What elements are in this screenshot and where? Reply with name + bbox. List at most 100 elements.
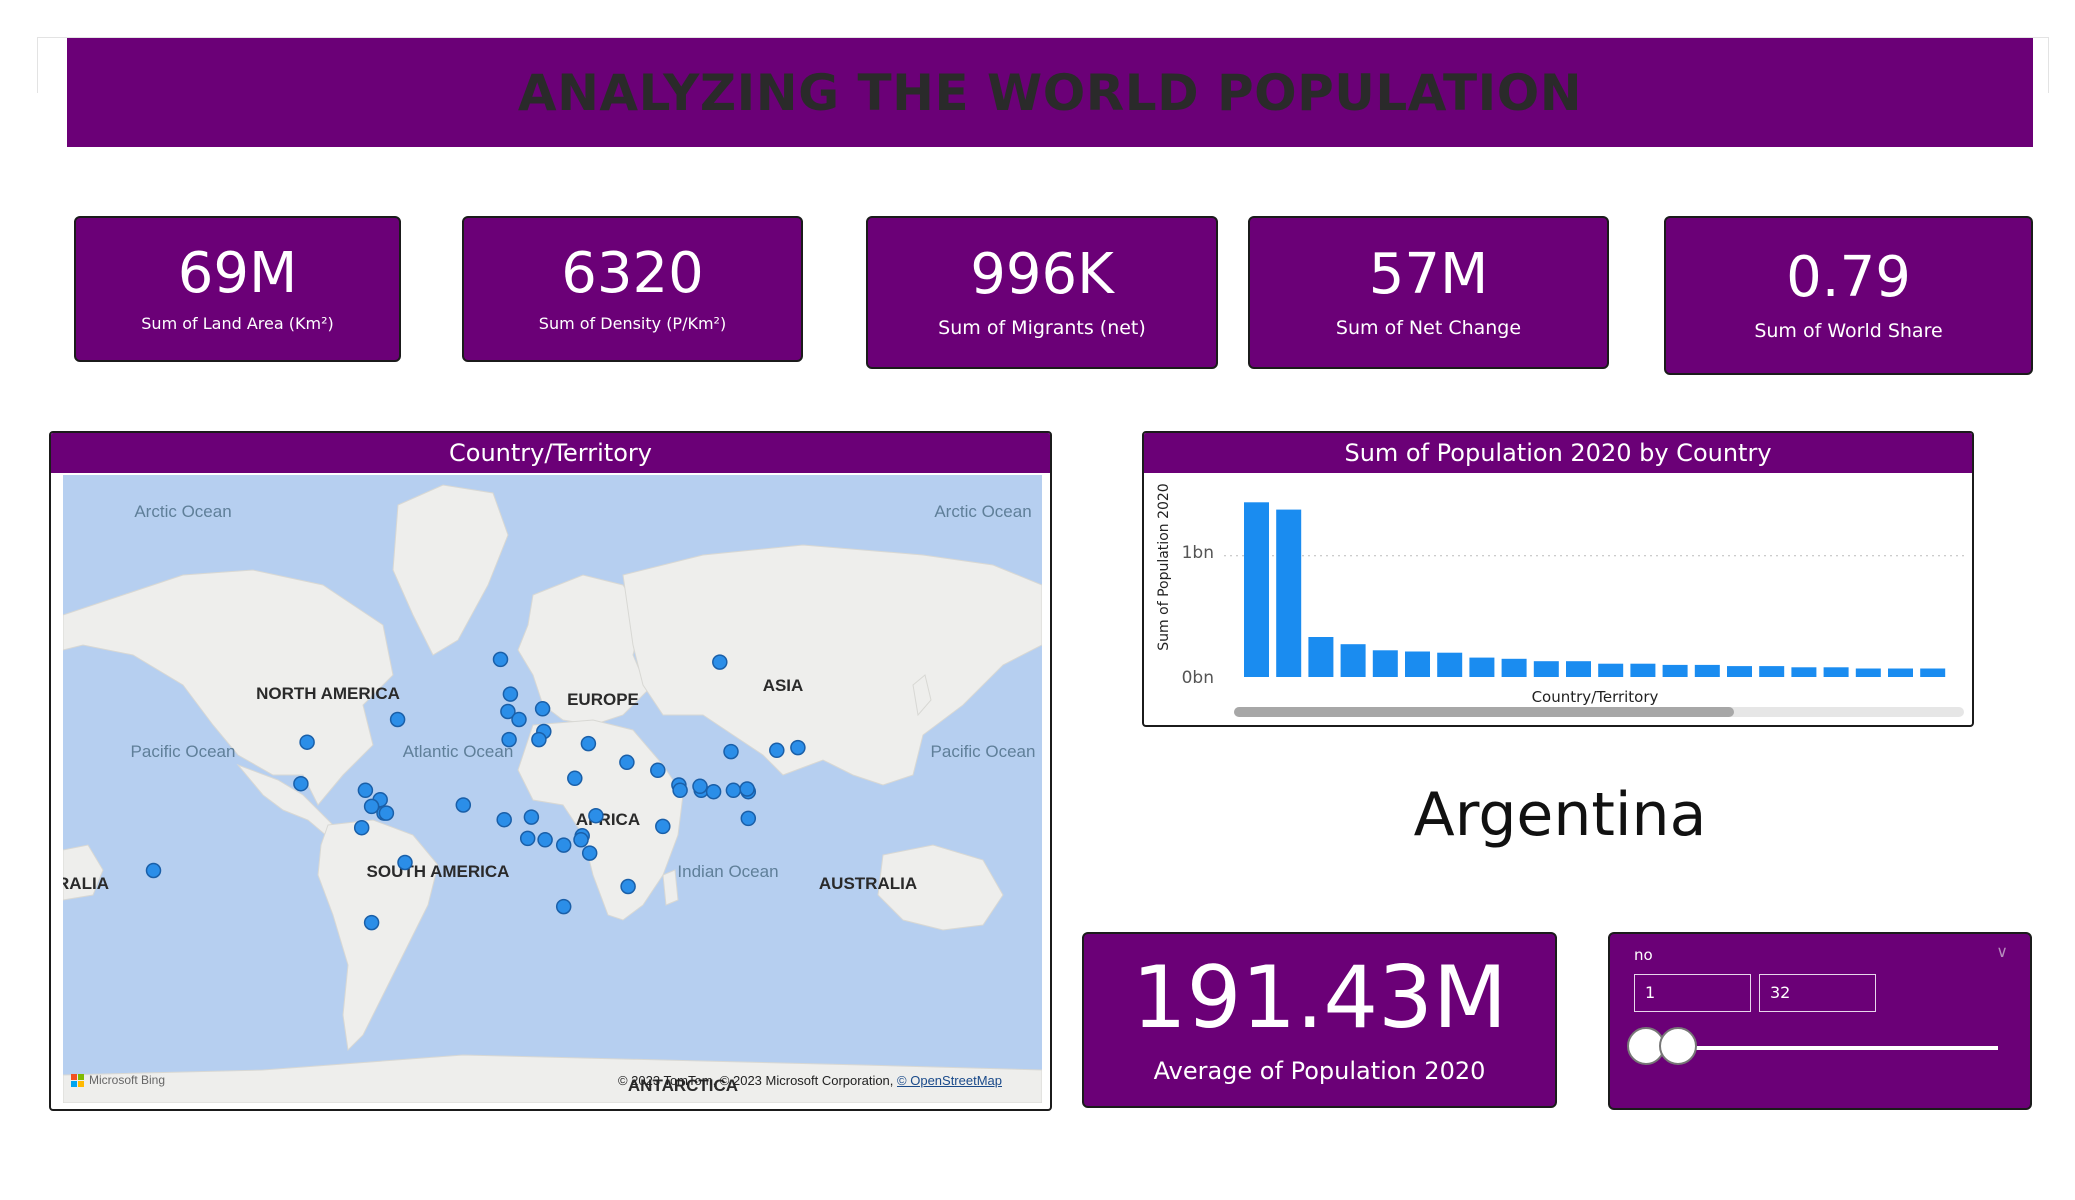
map-bubble[interactable]: [705, 783, 722, 800]
map-bubble[interactable]: [511, 711, 527, 728]
avg-population-card[interactable]: 191.43M Average of Population 2020: [1082, 932, 1557, 1108]
map-bubble[interactable]: [534, 701, 551, 717]
map-bubble[interactable]: [588, 807, 604, 824]
map-bubble[interactable]: [723, 743, 739, 760]
map-bubble[interactable]: [619, 754, 635, 771]
map-bubble[interactable]: [378, 805, 395, 821]
bar-chart-visual[interactable]: Sum of Population 2020 by Country Sum of…: [1142, 431, 1974, 727]
bar[interactable]: [1694, 664, 1720, 677]
bar[interactable]: [1244, 502, 1269, 677]
range-slicer[interactable]: no ∨ 1 32: [1608, 932, 2032, 1110]
kpi-value: 996K: [970, 241, 1114, 307]
bar[interactable]: [1405, 651, 1430, 678]
kpi-label: Sum of Net Change: [1335, 316, 1522, 339]
kpi-label: Sum of Density (P/Km²): [538, 313, 727, 333]
map-bubble[interactable]: [455, 797, 472, 813]
bar[interactable]: [1501, 658, 1527, 677]
bar[interactable]: [1727, 666, 1752, 677]
bing-logo: Microsoft Bing: [71, 1073, 165, 1087]
map-bubble[interactable]: [496, 811, 512, 828]
bar[interactable]: [1920, 668, 1946, 678]
map-bubble[interactable]: [500, 703, 516, 720]
map-bubble[interactable]: [492, 651, 509, 668]
map-bubble[interactable]: [363, 914, 380, 931]
label-pacific-right: Pacific Ocean: [931, 742, 1036, 761]
map-bubble[interactable]: [555, 898, 572, 915]
map-bubble[interactable]: [655, 818, 671, 835]
bar[interactable]: [1888, 668, 1913, 678]
bar-chart-title: Sum of Population 2020 by Country: [1144, 433, 1972, 473]
map-bubble[interactable]: [531, 731, 547, 748]
kpi-card-world-share[interactable]: 0.79 Sum of World Share: [1664, 216, 2033, 375]
map-bubble[interactable]: [293, 775, 309, 792]
map-bubble[interactable]: [567, 770, 583, 787]
slider-track[interactable]: [1646, 1046, 1998, 1050]
bar[interactable]: [1662, 664, 1688, 677]
map-bubble[interactable]: [650, 762, 666, 779]
map-bubble[interactable]: [353, 819, 370, 836]
kpi-card-net-change[interactable]: 57M Sum of Net Change: [1248, 216, 1609, 369]
bar[interactable]: [1372, 650, 1398, 677]
map-bubble[interactable]: [145, 862, 162, 879]
bar[interactable]: [1598, 663, 1624, 677]
map-bubble[interactable]: [692, 778, 708, 795]
land-australia-wrap: [63, 844, 104, 901]
map-bubble[interactable]: [712, 654, 728, 670]
slider-handle-max[interactable]: [1658, 1027, 1697, 1065]
label-australia: AUSTRALIA: [819, 874, 917, 893]
map-bubble[interactable]: [740, 810, 757, 827]
map-bubble[interactable]: [299, 734, 315, 750]
kpi-value: 6320: [561, 240, 704, 306]
x-axis-label: Country/Territory: [1532, 688, 1659, 706]
map-bubble[interactable]: [620, 878, 636, 895]
map-bubble[interactable]: [501, 731, 517, 748]
map-bubble[interactable]: [573, 832, 589, 848]
kpi-card-density[interactable]: 6320 Sum of Density (P/Km²): [462, 216, 803, 362]
bar[interactable]: [1566, 661, 1591, 677]
bar[interactable]: [1630, 663, 1656, 677]
map-bubble[interactable]: [581, 845, 598, 861]
map-bubble[interactable]: [790, 739, 806, 756]
bar[interactable]: [1855, 668, 1881, 678]
land-south-america: [317, 819, 439, 1052]
map-bubble[interactable]: [739, 781, 755, 797]
map-bubble[interactable]: [502, 686, 519, 702]
slicer-max-input[interactable]: 32: [1759, 974, 1876, 1012]
bar[interactable]: [1533, 661, 1559, 677]
map-bubble[interactable]: [725, 782, 742, 799]
bar[interactable]: [1791, 667, 1817, 677]
slicer-title: no: [1634, 946, 1653, 964]
map-visual[interactable]: Country/Territory: [49, 431, 1052, 1111]
map-bubble[interactable]: [519, 830, 536, 847]
map-canvas[interactable]: Arctic Ocean Arctic Ocean Pacific Ocean …: [63, 475, 1042, 1103]
kpi-label: Sum of World Share: [1754, 319, 1943, 342]
avg-value: 191.43M: [1131, 948, 1508, 1048]
label-north-america: NORTH AMERICA: [256, 684, 400, 703]
map-bubble[interactable]: [769, 742, 785, 759]
map-bubble[interactable]: [537, 832, 553, 848]
map-bubble[interactable]: [397, 854, 413, 871]
bar[interactable]: [1437, 652, 1463, 677]
bar[interactable]: [1469, 657, 1495, 677]
kpi-card-land-area[interactable]: 69M Sum of Land Area (Km²): [74, 216, 401, 362]
bar[interactable]: [1340, 644, 1366, 677]
scrollbar-thumb[interactable]: [1234, 707, 1734, 717]
bar[interactable]: [1276, 509, 1302, 677]
slider-handle-min[interactable]: [1627, 1027, 1665, 1065]
bar[interactable]: [1823, 667, 1849, 677]
map-bubble[interactable]: [389, 711, 406, 728]
map-bubble[interactable]: [672, 782, 688, 799]
map-bubble[interactable]: [363, 798, 380, 815]
land-japan: [912, 674, 932, 717]
map-bubble[interactable]: [357, 782, 374, 799]
slicer-min-input[interactable]: 1: [1634, 974, 1751, 1012]
kpi-card-migrants[interactable]: 996K Sum of Migrants (net): [866, 216, 1218, 369]
openstreetmap-link[interactable]: © OpenStreetMap: [897, 1073, 1002, 1088]
bar[interactable]: [1759, 666, 1785, 677]
chevron-down-icon[interactable]: ∨: [1996, 942, 2008, 961]
y-tick-label: 1bn: [1182, 543, 1214, 563]
map-bubble[interactable]: [580, 735, 597, 752]
bar[interactable]: [1308, 637, 1334, 677]
map-bubble[interactable]: [555, 837, 572, 853]
map-bubble[interactable]: [523, 809, 540, 825]
